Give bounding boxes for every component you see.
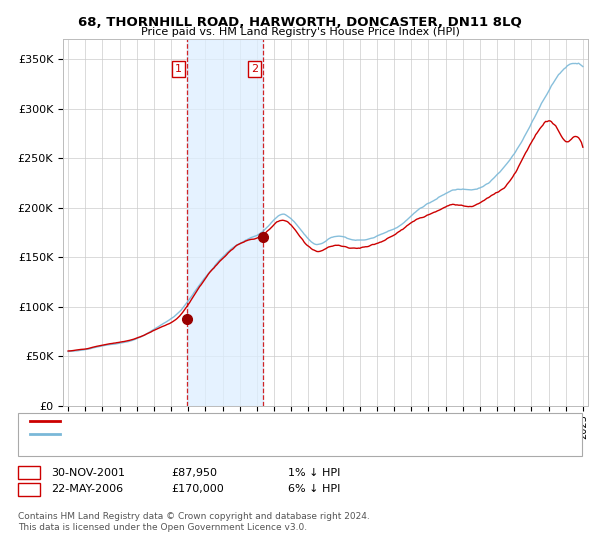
Text: £87,950: £87,950 — [171, 468, 217, 478]
Text: HPI: Average price, detached house, Bassetlaw: HPI: Average price, detached house, Bass… — [69, 429, 315, 439]
Text: Price paid vs. HM Land Registry's House Price Index (HPI): Price paid vs. HM Land Registry's House … — [140, 27, 460, 37]
Text: 22-MAY-2006: 22-MAY-2006 — [51, 484, 123, 494]
Text: 1% ↓ HPI: 1% ↓ HPI — [288, 468, 340, 478]
Text: 68, THORNHILL ROAD, HARWORTH, DONCASTER, DN11 8LQ (detached house): 68, THORNHILL ROAD, HARWORTH, DONCASTER,… — [69, 416, 475, 426]
Text: 68, THORNHILL ROAD, HARWORTH, DONCASTER, DN11 8LQ: 68, THORNHILL ROAD, HARWORTH, DONCASTER,… — [78, 16, 522, 29]
Text: Contains HM Land Registry data © Crown copyright and database right 2024.
This d: Contains HM Land Registry data © Crown c… — [18, 512, 370, 532]
Bar — [187, 39, 263, 406]
Text: 30-NOV-2001: 30-NOV-2001 — [51, 468, 125, 478]
Text: 1: 1 — [175, 64, 182, 74]
Text: 2: 2 — [251, 64, 258, 74]
Text: 6% ↓ HPI: 6% ↓ HPI — [288, 484, 340, 494]
Text: 2: 2 — [25, 483, 32, 496]
Text: 1: 1 — [25, 466, 32, 479]
Text: £170,000: £170,000 — [171, 484, 224, 494]
